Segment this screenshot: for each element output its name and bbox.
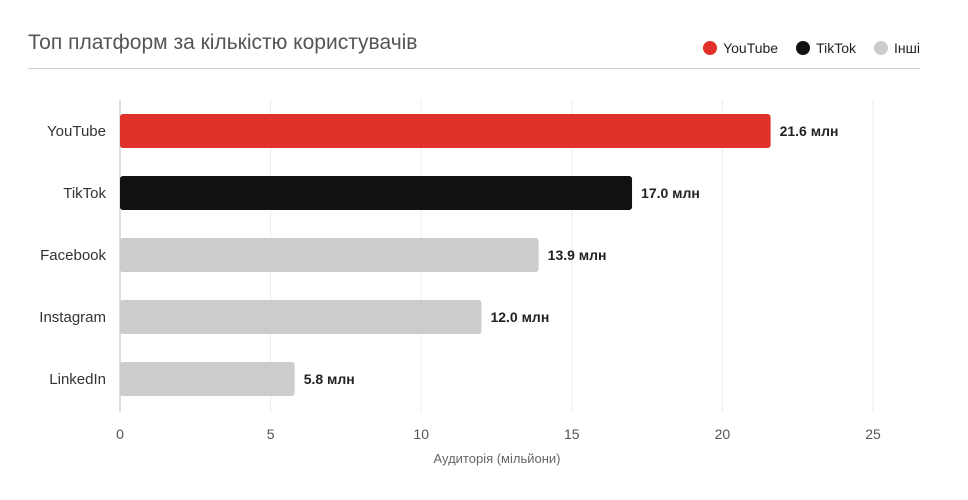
bar-youtube: [120, 114, 771, 148]
value-label: 21.6 млн: [780, 123, 839, 139]
chart-header: Топ платформ за кількістю користувачів Y…: [28, 0, 920, 69]
category-labels: YouTube TikTok Facebook Instagram LinkedIn: [39, 123, 106, 388]
x-axis-label: Аудиторія (мільйони): [433, 451, 560, 466]
bar-linkedin: [120, 362, 295, 396]
x-tick-label: 0: [116, 426, 124, 442]
value-label: 17.0 млн: [641, 185, 700, 201]
category-label: TikTok: [63, 185, 106, 202]
legend-label: Інші: [894, 40, 920, 56]
legend-label: YouTube: [723, 40, 779, 56]
category-label: Instagram: [39, 309, 106, 326]
bar-instagram: [120, 300, 482, 334]
category-label: Facebook: [40, 247, 106, 264]
value-label: 13.9 млн: [548, 247, 607, 263]
x-tick-label: 10: [413, 426, 429, 442]
x-tick-label: 15: [564, 426, 580, 442]
chart-title: Топ платформ за кількістю користувачів: [28, 31, 418, 54]
legend-item: TikTok: [796, 40, 856, 56]
value-label: 12.0 млн: [490, 309, 549, 325]
legend-label: TikTok: [816, 40, 857, 56]
category-label: YouTube: [47, 123, 106, 140]
legend-swatch: [874, 41, 889, 55]
bar-tiktok: [120, 176, 633, 210]
value-label: 5.8 млн: [304, 371, 355, 387]
legend-item: YouTube: [703, 40, 778, 56]
bars: [120, 114, 771, 396]
bar-facebook: [120, 238, 539, 272]
value-labels: 21.6 млн 17.0 млн 13.9 млн 12.0 млн 5.8 млн: [304, 123, 839, 387]
x-tick-labels: 0 5 10 15 20 25: [116, 426, 881, 442]
x-tick-label: 5: [267, 426, 275, 442]
legend-item: Інші: [874, 40, 920, 56]
x-tick-label: 25: [865, 426, 881, 442]
x-tick-label: 20: [715, 426, 731, 442]
legend-swatch: [796, 41, 811, 55]
chart-legend: YouTube TikTok Інші: [685, 40, 920, 56]
category-label: LinkedIn: [49, 371, 106, 388]
legend-swatch: [703, 41, 718, 55]
